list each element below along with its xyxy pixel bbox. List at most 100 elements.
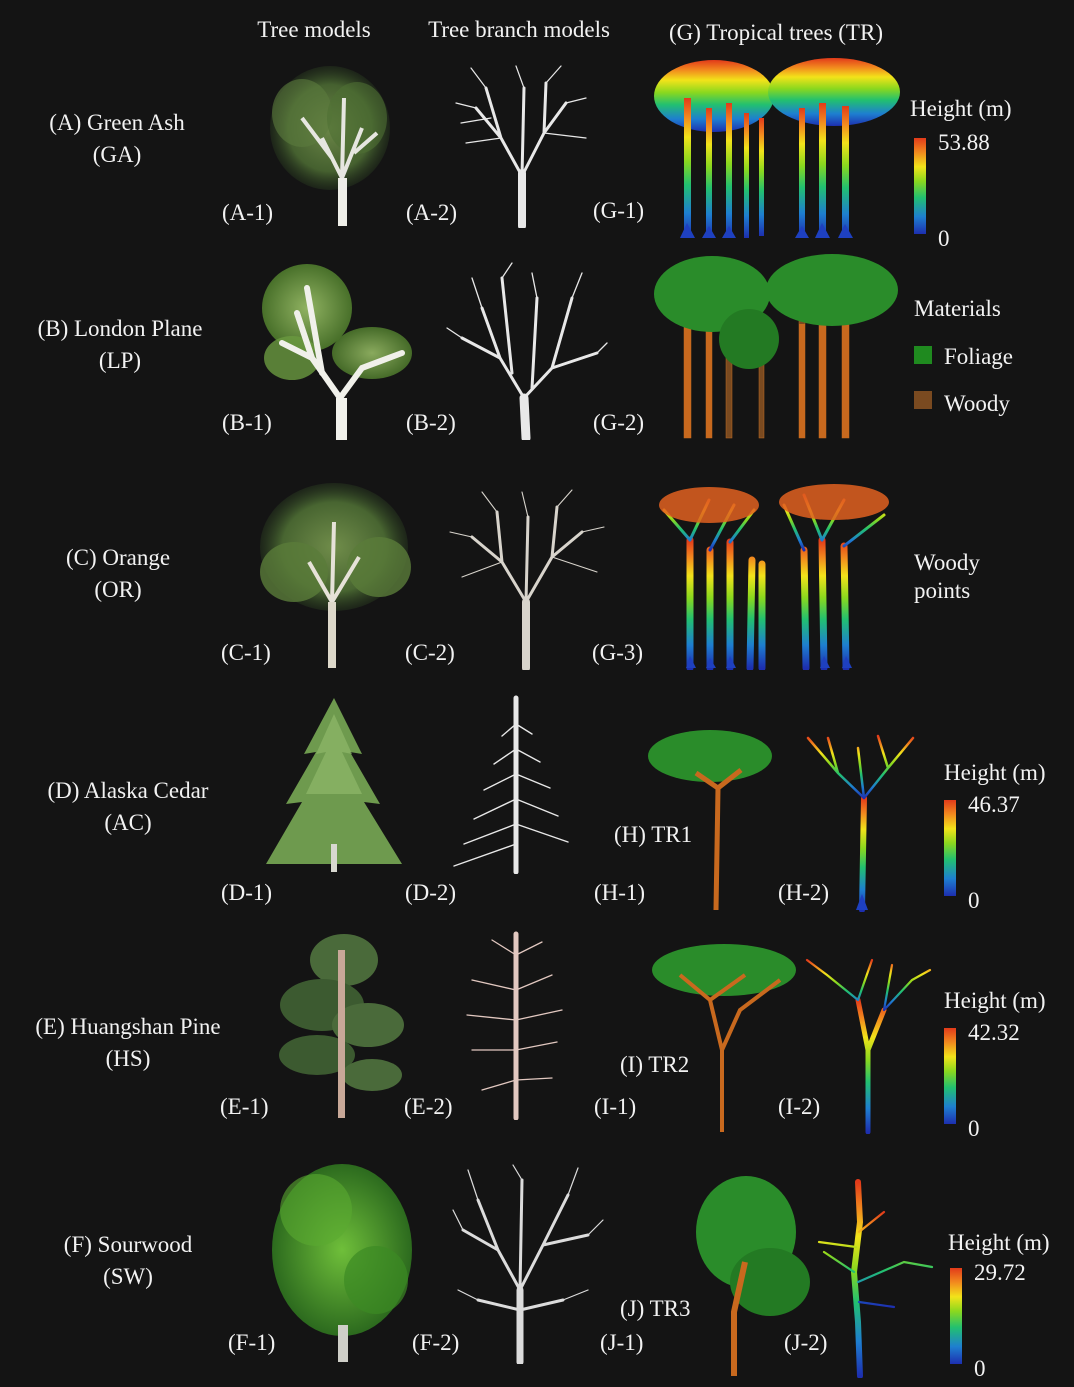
tree-model-sourwood xyxy=(266,1160,416,1364)
legend-height-max: 53.88 xyxy=(938,130,990,155)
tr2-legend-title: Height (m) xyxy=(944,988,1046,1013)
tr1-name: (H) TR1 xyxy=(614,822,693,847)
branch-model-alaska-cedar xyxy=(444,694,574,874)
panel-label-a1: (A-1) xyxy=(222,200,274,225)
branch-skeleton-illustration-icon xyxy=(453,695,569,874)
tree-illustration-icon xyxy=(279,934,404,1118)
tree-model-huangshan-pine xyxy=(272,930,412,1120)
tr1-legend-min: 0 xyxy=(968,888,980,913)
lidar-point-cloud-illustration-icon xyxy=(806,734,915,912)
panel-label-c2: (C-2) xyxy=(405,640,455,665)
woody-swatch xyxy=(914,391,932,409)
species-abbr-london-plane: (LP) xyxy=(98,348,142,373)
tr3-name: (J) TR3 xyxy=(620,1296,691,1321)
point-cloud-g3-woody xyxy=(654,480,894,670)
header-branch-models: Tree branch models xyxy=(428,17,610,42)
lidar-point-cloud-illustration-icon xyxy=(817,1179,934,1378)
panel-label-f1: (F-1) xyxy=(228,1330,276,1355)
species-abbr-sourwood: (SW) xyxy=(103,1264,153,1289)
panel-label-f2: (F-2) xyxy=(412,1330,460,1355)
panel-label-j1: (J-1) xyxy=(600,1330,644,1355)
point-cloud-g1-height xyxy=(654,58,900,240)
panel-label-i2: (I-2) xyxy=(778,1094,821,1119)
branch-skeleton-illustration-icon xyxy=(455,65,587,228)
lidar-point-cloud-illustration-icon xyxy=(654,58,900,238)
species-name-sourwood: (F) Sourwood xyxy=(63,1232,193,1257)
tr3-colorbar xyxy=(950,1268,962,1364)
branch-skeleton-illustration-icon xyxy=(452,1164,604,1364)
lidar-point-cloud-illustration-icon xyxy=(654,254,898,439)
tr3-legend-max: 29.72 xyxy=(974,1260,1026,1285)
panel-label-g2: (G-2) xyxy=(593,410,645,435)
legend-height-title: Height (m) xyxy=(910,96,1012,121)
legend-materials-title: Materials xyxy=(914,296,1001,321)
panel-label-c1: (C-1) xyxy=(221,640,271,665)
species-abbr-orange: (OR) xyxy=(94,577,142,602)
tree-model-green-ash xyxy=(262,58,392,228)
species-name-huangshan-pine: (E) Huangshan Pine xyxy=(35,1014,221,1039)
tree-model-orange xyxy=(254,482,414,670)
tree-model-alaska-cedar xyxy=(262,694,406,874)
point-cloud-g2-materials xyxy=(654,254,900,440)
species-abbr-alaska-cedar: (AC) xyxy=(104,810,152,835)
tr3-legend-min: 0 xyxy=(974,1356,986,1381)
panel-label-h2: (H-2) xyxy=(778,880,830,905)
panel-label-g1: (G-1) xyxy=(593,198,645,223)
lidar-point-cloud-illustration-icon xyxy=(805,958,932,1134)
point-cloud-i1-materials xyxy=(650,940,798,1134)
tree-illustration-icon xyxy=(272,1164,412,1362)
header-tree-models: Tree models xyxy=(257,17,371,42)
species-name-alaska-cedar: (D) Alaska Cedar xyxy=(47,778,209,803)
tr3-legend-title: Height (m) xyxy=(948,1230,1050,1255)
tr1-legend-title: Height (m) xyxy=(944,760,1046,785)
point-cloud-j1-materials xyxy=(690,1172,814,1378)
lidar-point-cloud-illustration-icon xyxy=(696,1176,810,1376)
panel-label-a2: (A-2) xyxy=(406,200,458,225)
tree-illustration-icon xyxy=(266,698,402,872)
point-cloud-h1-materials xyxy=(646,728,776,912)
height-colorbar xyxy=(914,138,926,234)
lidar-point-cloud-illustration-icon xyxy=(659,484,889,670)
branch-skeleton-illustration-icon xyxy=(449,489,605,670)
woody-points-line2: points xyxy=(914,578,971,603)
branch-skeleton-illustration-icon xyxy=(466,931,563,1120)
tr1-legend-max: 46.37 xyxy=(968,792,1020,817)
point-cloud-j2-height xyxy=(814,1172,934,1378)
species-name-orange: (C) Orange xyxy=(65,545,171,570)
point-cloud-h2-height xyxy=(798,728,918,912)
branch-model-huangshan-pine xyxy=(452,930,572,1120)
panel-label-g3: (G-3) xyxy=(592,640,644,665)
tree-illustration-icon xyxy=(262,264,412,440)
lidar-point-cloud-illustration-icon xyxy=(648,730,772,911)
species-abbr-huangshan-pine: (HS) xyxy=(105,1046,151,1071)
lidar-point-cloud-illustration-icon xyxy=(652,944,796,1132)
woody-points-line1: Woody xyxy=(914,550,980,575)
header-tropical-trees: (G) Tropical trees (TR) xyxy=(669,20,883,45)
legend-woody-label: Woody xyxy=(944,391,1010,416)
panel-label-b2: (B-2) xyxy=(406,410,456,435)
branch-model-sourwood xyxy=(448,1160,608,1364)
panel-label-i1: (I-1) xyxy=(594,1094,637,1119)
branch-model-green-ash xyxy=(446,58,596,228)
tree-model-london-plane xyxy=(252,258,422,440)
panel-label-b1: (B-1) xyxy=(222,410,272,435)
legend-height-min: 0 xyxy=(938,226,950,251)
species-name-london-plane: (B) London Plane xyxy=(37,316,203,341)
tr2-legend-max: 42.32 xyxy=(968,1020,1020,1045)
branch-model-orange xyxy=(442,482,612,670)
legend-foliage-label: Foliage xyxy=(944,344,1013,369)
panel-label-j2: (J-2) xyxy=(784,1330,828,1355)
tr1-colorbar xyxy=(944,800,956,896)
panel-label-h1: (H-1) xyxy=(594,880,646,905)
species-name-green-ash: (A) Green Ash xyxy=(49,110,185,135)
panel-label-d2: (D-2) xyxy=(405,880,457,905)
panel-label-e1: (E-1) xyxy=(220,1094,269,1119)
species-abbr-green-ash: (GA) xyxy=(92,142,142,167)
panel-label-d1: (D-1) xyxy=(221,880,273,905)
tr2-colorbar xyxy=(944,1028,956,1124)
tree-illustration-icon xyxy=(270,66,390,226)
tr2-legend-min: 0 xyxy=(968,1116,980,1141)
panel-label-e2: (E-2) xyxy=(404,1094,453,1119)
branch-skeleton-illustration-icon xyxy=(446,262,608,440)
branch-model-london-plane xyxy=(442,258,612,440)
